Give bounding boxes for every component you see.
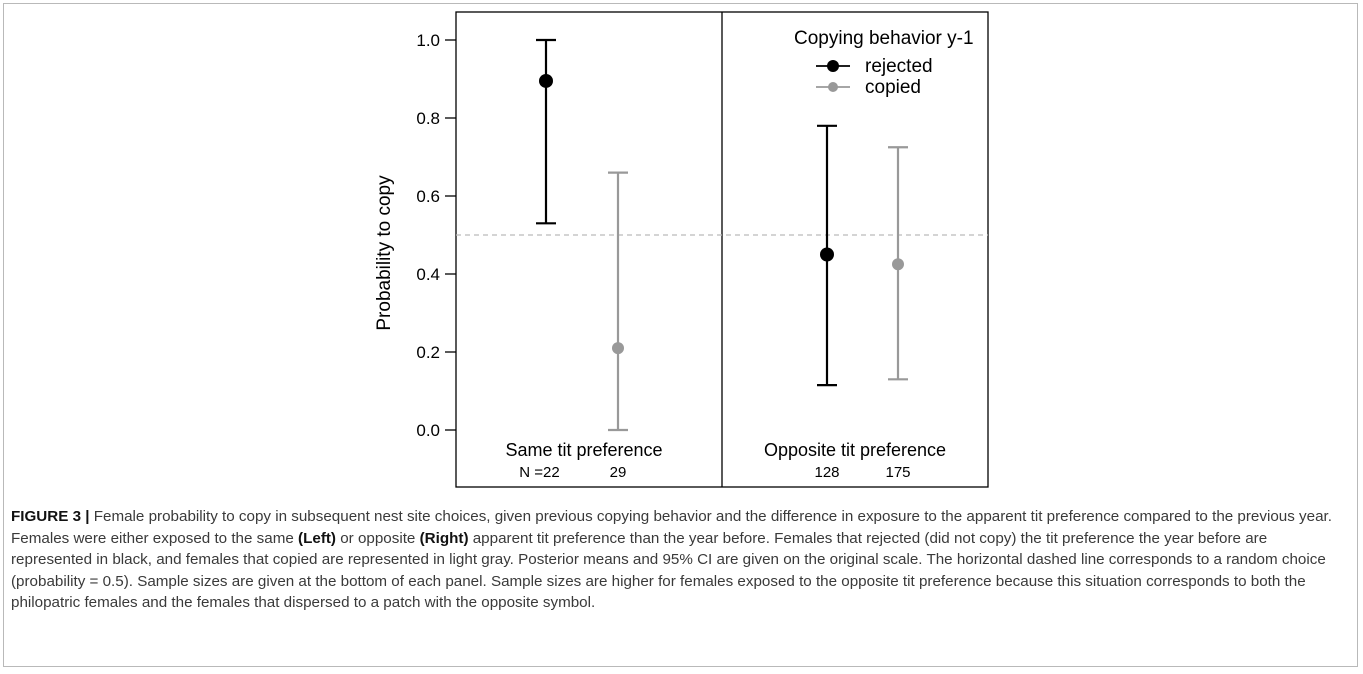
caption-text-3: apparent tit preference than the year be… [11,529,1326,612]
y-tick-label: 0.2 [416,343,440,362]
mean-point [539,73,553,88]
figure-frame [3,3,1358,667]
panel-label: Opposite tit preference [764,440,946,460]
caption-left: (Left) [298,529,336,547]
caption-label: FIGURE 3 | [11,508,90,525]
sample-size: 175 [885,464,910,481]
y-tick-label: 0.4 [416,265,440,284]
sample-size: 128 [814,464,839,481]
caption-text-1: Female probability to copy in subsequent… [11,508,1332,547]
y-tick-label: 1.0 [416,31,440,50]
y-tick-label: 0.8 [416,109,440,128]
legend-label: rejected [865,56,933,77]
caption-text-2: or opposite [336,529,420,547]
y-tick-label: 0.6 [416,187,440,206]
legend-marker [828,82,838,92]
legend-title: Copying behavior y-1 [794,28,974,49]
caption-right: (Right) [419,529,469,547]
figure-caption: FIGURE 3 | Female probability to copy in… [11,506,1349,614]
panel-label: Same tit preference [505,440,662,460]
mean-point [820,247,834,262]
y-axis-label: Probability to copy [374,175,395,331]
mean-point [892,258,904,271]
sample-size: 29 [610,464,627,481]
chart: 0.0 0.2 0.4 0.6 0.8 1.0 Same tit preference N =… [374,11,989,488]
y-tick-label: 0.0 [416,421,440,440]
sample-size: 22 [543,464,560,481]
mean-point [612,342,624,355]
sample-size-prefix: N = [519,464,543,481]
plot-area: 0.0 0.2 0.4 0.6 0.8 1.0 Same tit preference N =… [416,11,989,488]
legend-label: copied [865,77,921,98]
legend-marker [827,60,839,72]
